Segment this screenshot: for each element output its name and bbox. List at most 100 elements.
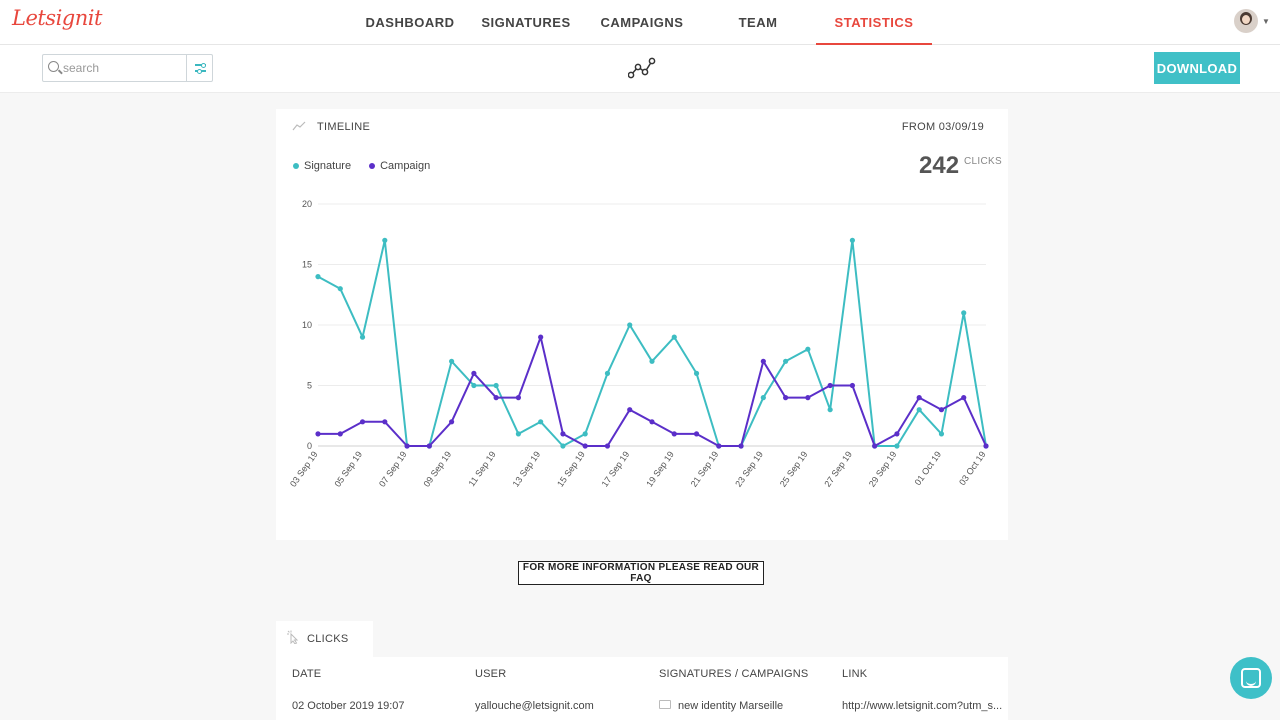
- chat-icon: [1241, 668, 1261, 688]
- data-point-campaign: [382, 419, 388, 425]
- data-point-signature: [783, 358, 789, 364]
- cell-signature: new identity Marseille: [678, 700, 784, 712]
- x-tick-label: 29 Sep 19: [867, 449, 899, 488]
- data-point-signature: [649, 358, 655, 364]
- cell-user: yallouche@letsignit.com: [475, 700, 594, 712]
- main-nav: DASHBOARD SIGNATURES CAMPAIGNS TEAM STAT…: [352, 0, 932, 45]
- data-point-campaign: [760, 358, 766, 364]
- search-input[interactable]: [63, 58, 183, 78]
- data-point-campaign: [426, 443, 432, 449]
- x-tick-label: 05 Sep 19: [332, 449, 364, 488]
- top-nav-bar: Letsignit DASHBOARD SIGNATURES CAMPAIGNS…: [0, 0, 1280, 45]
- data-point-signature: [849, 237, 856, 243]
- data-point-campaign: [693, 431, 700, 437]
- data-point-campaign: [872, 443, 878, 449]
- data-point-signature: [449, 358, 455, 364]
- data-point-campaign: [604, 443, 611, 449]
- data-point-campaign: [938, 407, 945, 413]
- data-point-campaign: [894, 431, 900, 437]
- y-tick-label: 10: [302, 320, 312, 330]
- data-point-signature: [493, 382, 499, 389]
- column-header-date[interactable]: DATE: [292, 668, 322, 680]
- search-icon: [48, 61, 59, 72]
- column-header-user[interactable]: USER: [475, 668, 507, 680]
- clicks-tab[interactable]: CLICKS: [276, 621, 373, 657]
- legend-dot-signature: [293, 163, 299, 169]
- legend-label-campaign: Campaign: [380, 160, 431, 172]
- data-point-campaign: [582, 443, 588, 449]
- timeline-chart: 0 5 10 15 20 03 Sep 19 05 Sep 19 07 Sep 19 09 Se…: [288, 199, 989, 489]
- filter-button[interactable]: [186, 55, 213, 81]
- signature-icon: [659, 700, 671, 709]
- timeline-card: TIMELINE FROM 03/09/19 Signature Campaig…: [276, 109, 1008, 540]
- data-point-campaign: [849, 382, 856, 389]
- filter-icon-line: [195, 68, 206, 73]
- nav-team[interactable]: TEAM: [738, 15, 778, 30]
- series-line-campaign: [318, 336, 987, 447]
- data-point-signature: [671, 334, 677, 340]
- data-point-signature: [916, 407, 922, 413]
- nav-statistics[interactable]: STATISTICS: [816, 0, 932, 45]
- total-clicks-value: 242: [919, 152, 960, 179]
- series-line-signature: [317, 239, 987, 447]
- x-tick-label: 11 Sep 19: [466, 449, 497, 488]
- data-point-campaign: [538, 334, 544, 340]
- user-avatar[interactable]: [1234, 9, 1258, 33]
- column-header-signatures-campaigns[interactable]: SIGNATURES / CAMPAIGNS: [659, 668, 809, 680]
- data-point-campaign: [827, 382, 833, 389]
- data-point-signature: [827, 407, 833, 413]
- data-point-campaign: [359, 419, 366, 425]
- x-tick-label: 27 Sep 19: [822, 449, 854, 488]
- chart-legend: Signature Campaign: [293, 160, 448, 172]
- legend-dot-campaign: [369, 163, 376, 169]
- data-point-signature: [359, 334, 366, 340]
- filter-icon: [195, 62, 206, 67]
- data-point-signature: [337, 286, 343, 292]
- data-point-campaign: [404, 443, 410, 449]
- timeline-title: TIMELINE: [317, 121, 371, 133]
- y-tick-label: 15: [302, 260, 312, 270]
- x-tick-label: 01 Oct 19: [913, 449, 944, 487]
- data-point-signature: [938, 431, 945, 437]
- y-tick-label: 5: [307, 381, 312, 391]
- cell-date: 02 October 2019 19:07: [292, 700, 405, 712]
- data-point-campaign: [649, 419, 655, 425]
- download-button[interactable]: DOWNLOAD: [1154, 52, 1240, 84]
- data-point-signature: [382, 237, 388, 243]
- x-tick-label: 19 Sep 19: [644, 449, 676, 488]
- cell-link[interactable]: http://www.letsignit.com?utm_s...: [842, 700, 1003, 712]
- chat-button[interactable]: [1230, 657, 1272, 699]
- x-tick-label: 23 Sep 19: [733, 449, 765, 488]
- legend-label-signature: Signature: [304, 160, 352, 172]
- chevron-down-icon[interactable]: ▼: [1262, 17, 1270, 26]
- data-point-campaign: [493, 395, 499, 401]
- x-tick-label: 13 Sep 19: [511, 449, 543, 488]
- legend-item-campaign[interactable]: Campaign: [369, 160, 430, 172]
- line-chart-icon: [292, 121, 306, 131]
- faq-button[interactable]: FOR MORE INFORMATION PLEASE READ OUR FAQ: [518, 561, 764, 585]
- data-point-campaign: [916, 395, 922, 401]
- nav-dashboard[interactable]: DASHBOARD: [365, 15, 455, 30]
- data-point-campaign: [315, 431, 321, 437]
- x-tick-label: 09 Sep 19: [422, 449, 454, 488]
- letsignit-logo[interactable]: Letsignit: [12, 6, 102, 30]
- data-point-signature: [538, 419, 544, 425]
- data-point-signature: [693, 370, 700, 376]
- legend-item-signature[interactable]: Signature: [293, 160, 351, 172]
- cursor-click-icon: [287, 630, 299, 644]
- x-tick-label: 03 Sep 19: [288, 449, 320, 488]
- data-point-campaign: [471, 370, 477, 376]
- search-box: [42, 54, 213, 82]
- nav-campaigns[interactable]: CAMPAIGNS: [600, 15, 684, 30]
- data-point-campaign: [805, 395, 811, 401]
- data-point-signature: [560, 443, 566, 449]
- data-point-campaign: [983, 443, 989, 449]
- x-tick-label: 21 Sep 19: [689, 449, 721, 488]
- timeline-from-date: FROM 03/09/19: [901, 121, 984, 133]
- data-point-campaign: [716, 443, 722, 449]
- data-point-signature: [805, 346, 811, 352]
- data-point-signature: [604, 370, 611, 376]
- column-header-link[interactable]: LINK: [842, 668, 868, 680]
- nav-signatures[interactable]: SIGNATURES: [481, 15, 571, 30]
- clicks-title: CLICKS: [307, 633, 349, 645]
